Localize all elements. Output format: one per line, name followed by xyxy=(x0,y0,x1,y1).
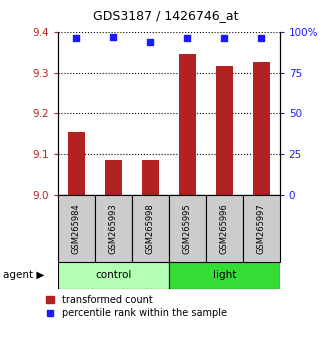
Point xyxy=(148,39,153,45)
Text: control: control xyxy=(95,270,131,280)
Point xyxy=(74,35,79,41)
Bar xyxy=(243,195,280,262)
Text: GSM265998: GSM265998 xyxy=(146,203,155,254)
Text: GSM265984: GSM265984 xyxy=(72,203,81,254)
Bar xyxy=(206,195,243,262)
Bar xyxy=(95,195,132,262)
Point xyxy=(111,34,116,40)
Legend: transformed count, percentile rank within the sample: transformed count, percentile rank withi… xyxy=(46,295,227,318)
Text: GSM265995: GSM265995 xyxy=(183,203,192,254)
Text: GSM265997: GSM265997 xyxy=(257,203,266,254)
Bar xyxy=(68,132,85,195)
Text: light: light xyxy=(213,270,236,280)
Bar xyxy=(216,67,233,195)
Text: GSM265993: GSM265993 xyxy=(109,203,118,254)
Point xyxy=(185,35,190,41)
Bar xyxy=(169,195,206,262)
Bar xyxy=(179,54,196,195)
Bar xyxy=(142,160,159,195)
Text: GDS3187 / 1426746_at: GDS3187 / 1426746_at xyxy=(93,9,238,22)
Point xyxy=(221,35,227,41)
Bar xyxy=(58,262,169,289)
Point xyxy=(259,35,264,41)
Bar xyxy=(105,160,122,195)
Text: agent ▶: agent ▶ xyxy=(3,270,45,280)
Text: GSM265996: GSM265996 xyxy=(220,203,229,254)
Bar xyxy=(169,262,280,289)
Bar xyxy=(58,195,95,262)
Bar xyxy=(132,195,169,262)
Bar xyxy=(253,62,269,195)
